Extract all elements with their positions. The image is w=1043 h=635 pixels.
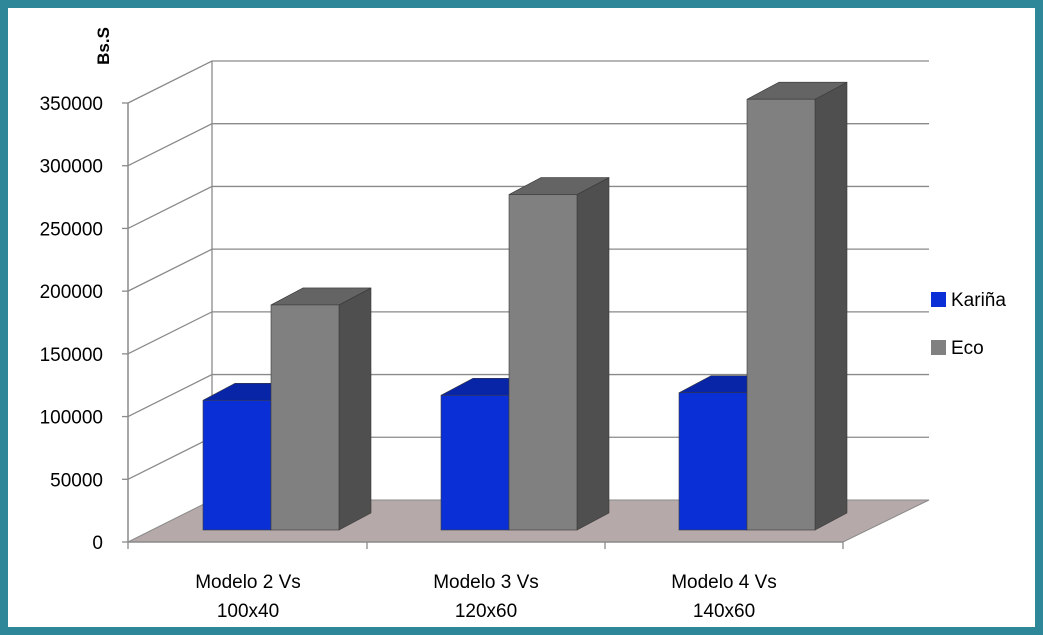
bar-eco-2 <box>508 177 610 531</box>
x-tick-labels: Modelo 2 Vs 100x40 Modelo 3 Vs 120x60 Modelo… <box>195 572 777 622</box>
x-tick-label: Modelo 2 Vs <box>195 572 301 593</box>
y-tick-label: 350000 <box>40 94 103 115</box>
gridline <box>127 123 929 167</box>
bar-front-face <box>508 194 578 531</box>
y-tick-label: 300000 <box>40 157 103 178</box>
bar-front-face <box>440 394 510 531</box>
y-tick-label: 100000 <box>40 408 103 429</box>
legend-swatch <box>931 292 946 307</box>
y-tick-label: 250000 <box>40 219 103 240</box>
gridline <box>127 185 929 230</box>
legend-label: Eco <box>951 338 984 359</box>
y-tick-labels: 0 50000 100000 150000 200000 250000 300000 3500… <box>40 94 103 554</box>
y-tick-label: 150000 <box>40 345 103 366</box>
legend: Kariña Eco <box>931 290 1006 359</box>
x-tick-label: 100x40 <box>217 601 279 622</box>
bars <box>202 81 848 531</box>
bar-front-face <box>746 98 816 531</box>
y-tick-label: 50000 <box>50 470 103 491</box>
legend-item-eco: Eco <box>931 338 984 359</box>
y-axis-label: Bs.S <box>94 27 113 65</box>
x-tick-label: Modelo 4 Vs <box>671 572 777 593</box>
y-tick-label: 200000 <box>40 282 103 303</box>
legend-swatch <box>931 340 946 355</box>
legend-label: Kariña <box>951 290 1006 311</box>
bar-front-face <box>270 304 340 531</box>
bar-front-face <box>678 392 748 531</box>
legend-item-karia: Kariña <box>931 290 1006 311</box>
y-tick-label: 0 <box>92 533 103 554</box>
bar-eco-1 <box>270 287 372 531</box>
gridline <box>127 373 929 418</box>
x-tick-label: 120x60 <box>455 601 517 622</box>
x-tick-label: Modelo 3 Vs <box>433 572 539 593</box>
bar-side-face <box>338 287 372 531</box>
bar-side-face <box>576 177 610 531</box>
gridline <box>127 311 929 355</box>
bar-eco-3 <box>746 81 848 531</box>
bar-side-face <box>814 81 848 531</box>
gridline <box>127 248 929 292</box>
bar-front-face <box>202 399 272 531</box>
gridline <box>127 60 929 104</box>
axes <box>122 102 844 549</box>
x-tick-label: 140x60 <box>693 601 755 622</box>
